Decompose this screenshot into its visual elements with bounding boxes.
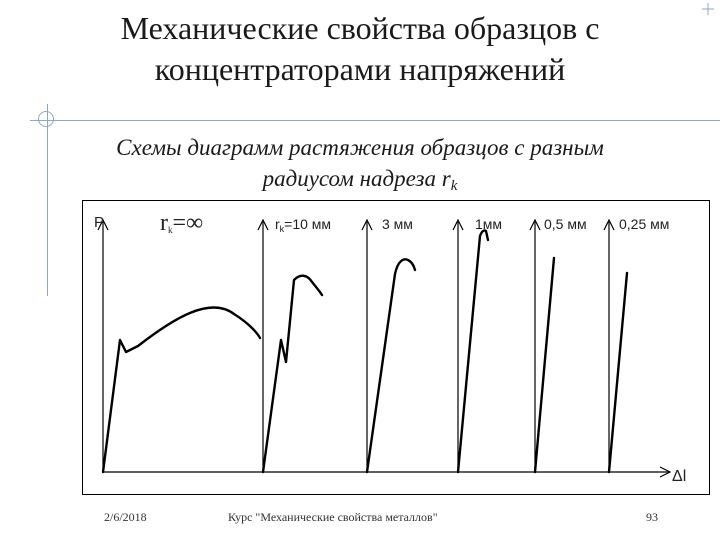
decorative-vertical-line [47, 104, 48, 296]
curve-label-0-25mm: 0,25 мм [619, 216, 670, 232]
slide-title: Механические свойства образцов с концент… [0, 8, 720, 90]
curve-r-infinity [101, 306, 262, 474]
footer-course: Курс "Механические свойства металлов" [228, 510, 438, 524]
curve-axes [97, 218, 615, 472]
curve-label-0-5mm: 0,5 мм [544, 216, 587, 232]
axis-6-arrow [603, 218, 615, 231]
y-axis-label: P [94, 214, 105, 231]
subtitle-line2-text: радиусом надреза r [262, 166, 451, 191]
curve-label-r-10mm-sub: k [279, 224, 285, 234]
curve-1mm [456, 229, 490, 474]
curve-label-r-10mm-r: r [275, 216, 280, 232]
slide-subtitle-line2: радиусом надреза rk [0, 163, 720, 202]
curve-0-5mm [533, 256, 556, 474]
curve-0-25mm [607, 271, 629, 474]
slide-title-line2: концентраторами напряжений [154, 51, 566, 87]
curve-label-r-infinity-sub: k [168, 225, 173, 235]
subtitle-subscript: k [450, 178, 458, 194]
x-axis-label: Δl [672, 468, 687, 485]
decorative-horizontal-line [30, 120, 720, 121]
curve-r-10mm [261, 274, 324, 474]
footer-page-number: 93 [646, 510, 658, 524]
corner-cross-icon [702, 3, 714, 15]
curve-3mm [365, 258, 417, 474]
slide-subtitle: Схемы диаграмм растяжения образцов с раз… [0, 132, 720, 202]
curve-label-3mm: 3 мм [382, 216, 413, 232]
curve-label-r-infinity-value: =∞ [172, 210, 204, 236]
axis-4-arrow [452, 218, 464, 231]
curve-label-r-infinity-r: r [160, 210, 168, 236]
figure-frame [82, 200, 710, 495]
axis-2-arrow [257, 218, 269, 231]
axis-5-arrow [529, 218, 541, 231]
curve-label-r-10mm: rk=10 мм [275, 216, 331, 234]
axis-3-arrow [361, 218, 373, 231]
axis-1-arrow [97, 218, 109, 231]
slide-subtitle-line1: Схемы диаграмм растяжения образцов с раз… [116, 135, 604, 160]
x-axis-arrow [659, 466, 672, 478]
curve-label-r-infinity: rk=∞ [160, 210, 203, 237]
curve-label-r-10mm-value: =10 мм [284, 216, 332, 232]
slide-title-line1: Механические свойства образцов с [120, 10, 600, 46]
tension-diagrams-figure: P Δl rk=∞ rk=10 мм 3 мм 1мм 0,5 мм 0,25 … [82, 200, 710, 495]
tension-diagrams-svg [82, 200, 710, 495]
decorative-circle [38, 111, 54, 127]
footer-date: 2/6/2018 [104, 510, 147, 524]
curve-label-1mm: 1мм [475, 216, 503, 232]
